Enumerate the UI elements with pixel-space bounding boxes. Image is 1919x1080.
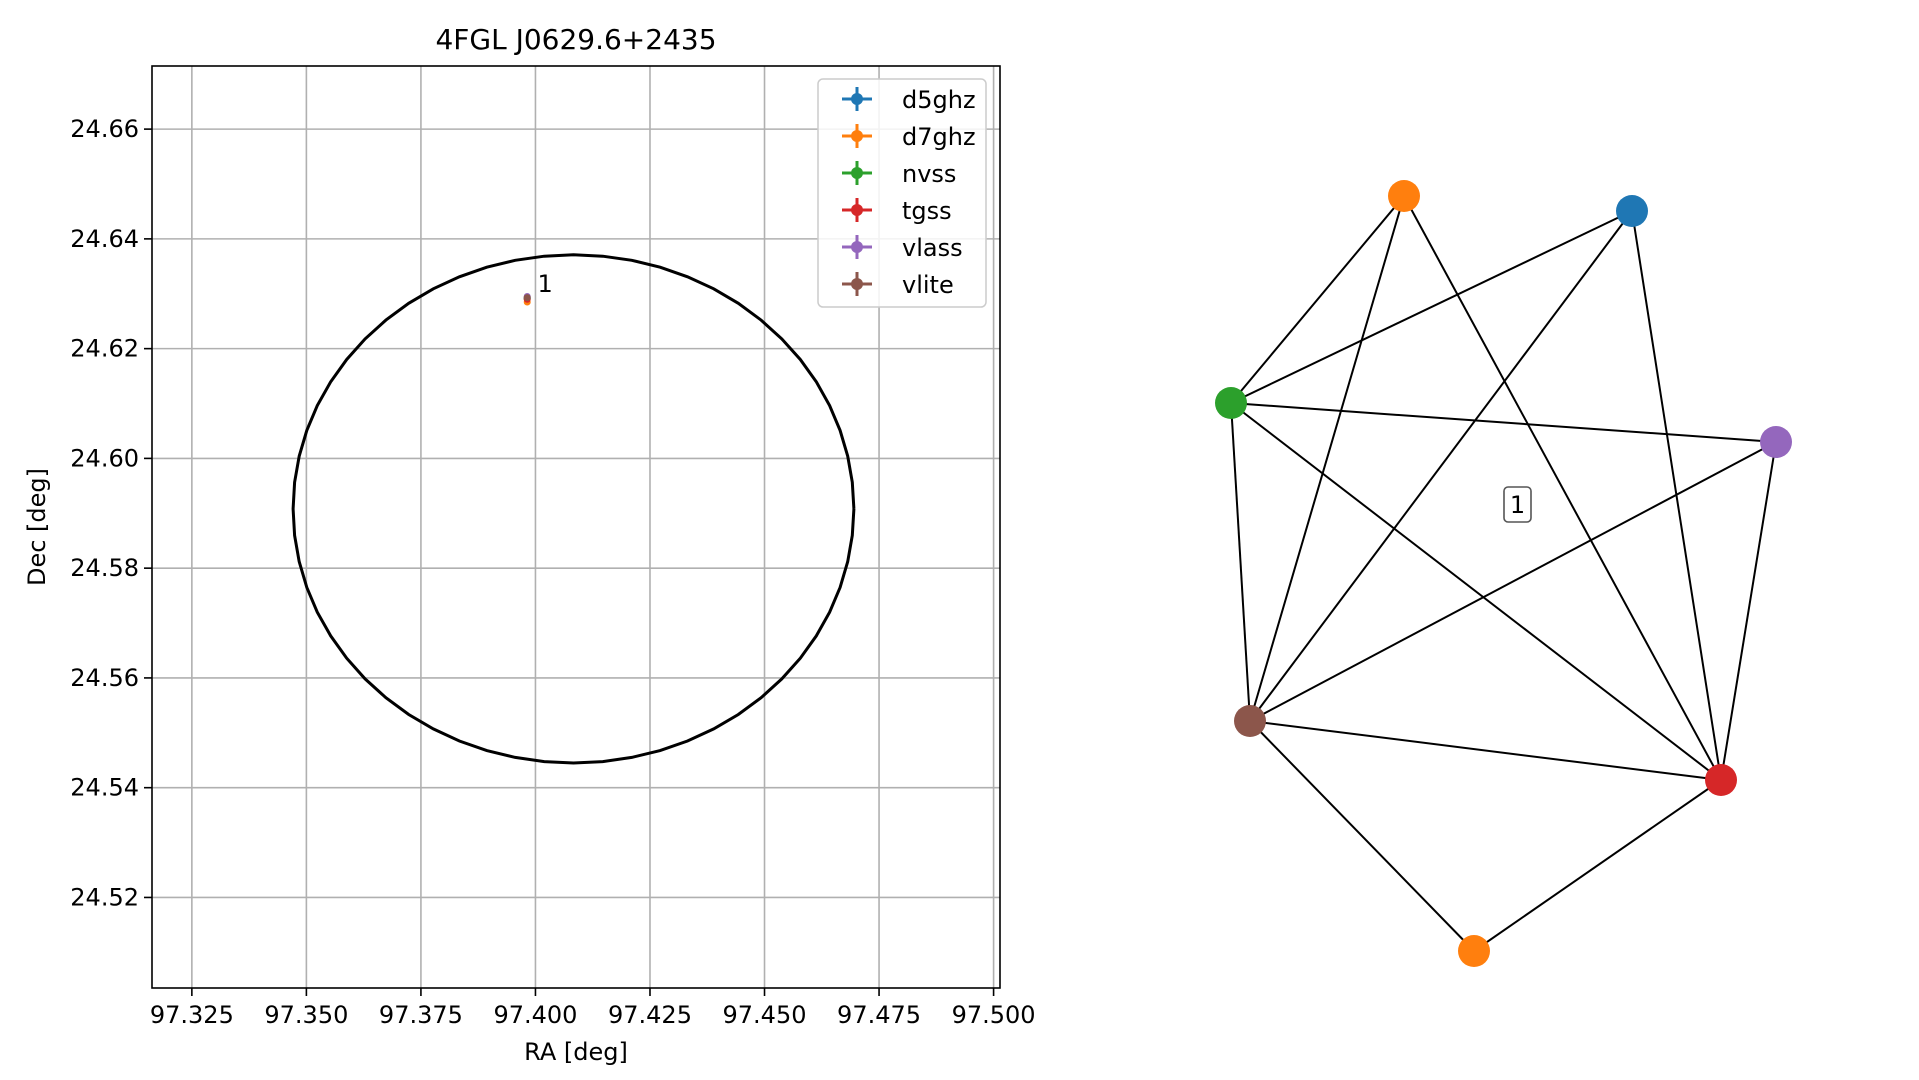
network-panel: 1 (1215, 180, 1792, 967)
node-tgss (1705, 764, 1737, 796)
y-tick-label: 24.60 (70, 444, 139, 472)
legend-item-nvss: nvss (842, 160, 956, 188)
edge-vlite-d7ghz_b (1249, 720, 1475, 952)
edge-d7ghz_a-vlite (1249, 195, 1405, 722)
x-tick-label: 97.475 (837, 1001, 921, 1029)
network-label-box (1503, 486, 1532, 523)
y-tick-label: 24.62 (70, 335, 139, 363)
point-vlite (523, 294, 531, 302)
y-axis-label: Dec [deg] (23, 468, 51, 586)
edge-d7ghz_a-tgss (1403, 195, 1722, 781)
node-d7ghz_b (1458, 935, 1490, 967)
node-vlite (1234, 705, 1266, 737)
y-tick-label: 24.52 (70, 883, 139, 911)
legend-label: d5ghz (902, 86, 976, 114)
scatter-panel: 4FGL J0629.6+2435 1 97.325 97.350 97.375 97… (23, 23, 1036, 1066)
x-axis-ticks: 97.325 97.350 97.375 97.400 97.425 97.450 97.4… (150, 988, 1036, 1029)
legend-item-d7ghz: d7ghz (842, 123, 976, 151)
node-d5ghz (1616, 195, 1648, 227)
legend-label: nvss (902, 160, 956, 188)
localization-ellipse (291, 253, 856, 765)
node-vlass (1760, 426, 1792, 458)
edge-d5ghz-nvss (1230, 210, 1633, 404)
ellipse-outline (291, 253, 856, 765)
edge-nvss-tgss (1230, 402, 1722, 781)
data-points (523, 293, 531, 306)
legend-item-d5ghz: d5ghz (842, 86, 976, 114)
x-tick-label: 97.450 (723, 1001, 807, 1029)
legend-item-vlite: vlite (842, 271, 954, 299)
edge-vlite-tgss (1249, 720, 1722, 781)
y-tick-label: 24.56 (70, 664, 139, 692)
legend-label: d7ghz (902, 123, 976, 151)
legend: d5ghz d7ghz nvss tgss vlass vlite (817, 78, 987, 308)
x-tick-label: 97.500 (952, 1001, 1036, 1029)
y-tick-label: 24.66 (70, 115, 139, 143)
network-edges (1230, 195, 1777, 952)
grid-lines (152, 66, 1000, 988)
y-tick-label: 24.58 (70, 554, 139, 582)
legend-item-vlass: vlass (842, 234, 963, 262)
y-tick-label: 24.54 (70, 774, 139, 802)
node-nvss (1215, 387, 1247, 419)
source-annotation: 1 (537, 270, 552, 298)
x-tick-label: 97.325 (150, 1001, 234, 1029)
node-d7ghz_a (1388, 180, 1420, 212)
edge-vlass-vlite (1249, 441, 1777, 722)
x-tick-label: 97.400 (493, 1001, 577, 1029)
x-tick-label: 97.425 (608, 1001, 692, 1029)
network-label: 1 (1510, 491, 1525, 519)
x-tick-label: 97.350 (264, 1001, 348, 1029)
network-nodes (1215, 180, 1792, 967)
edge-nvss-vlass (1230, 402, 1777, 443)
y-axis-ticks: 24.52 24.54 24.56 24.58 24.60 24.62 24.64 24.66 (70, 115, 152, 911)
x-axis-label: RA [deg] (524, 1038, 628, 1066)
y-tick-label: 24.64 (70, 225, 139, 253)
edge-d5ghz-vlite (1249, 210, 1633, 722)
legend-label: tgss (902, 197, 952, 225)
edge-vlass-tgss (1720, 441, 1777, 781)
edge-d7ghz_a-nvss (1230, 195, 1405, 404)
edge-nvss-vlite (1230, 402, 1251, 722)
legend-label: vlite (902, 271, 954, 299)
legend-label: vlass (902, 234, 963, 262)
edge-tgss-d7ghz_b (1473, 779, 1722, 952)
plot-frame (151, 65, 1001, 989)
x-tick-label: 97.375 (379, 1001, 463, 1029)
chart-title: 4FGL J0629.6+2435 (435, 23, 716, 56)
legend-item-tgss: tgss (842, 197, 952, 225)
